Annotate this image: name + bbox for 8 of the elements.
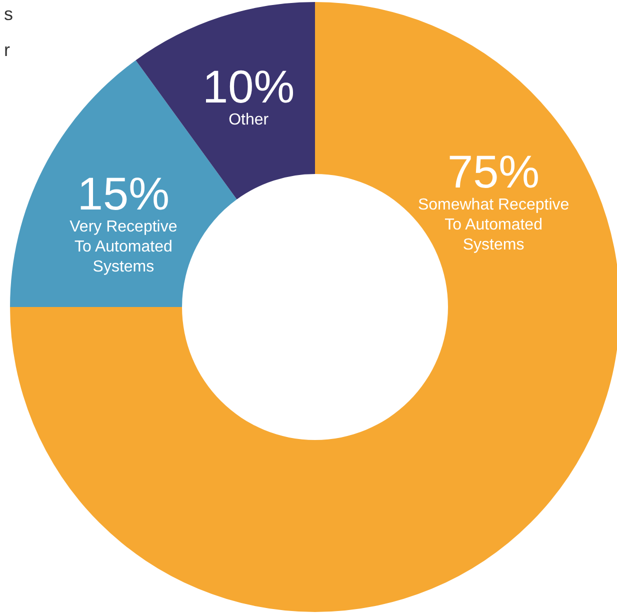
slice-label: Somewhat Receptive To Automated Systems [418, 196, 570, 254]
slice-label: Other [228, 112, 270, 129]
data-label: 75% [448, 145, 540, 198]
slice-label: Very Receptive To Automated Systems [70, 218, 178, 276]
data-label: 10% [202, 60, 295, 113]
text: r [4, 40, 10, 60]
data-label: 15% [77, 167, 170, 220]
text: s [4, 4, 13, 24]
